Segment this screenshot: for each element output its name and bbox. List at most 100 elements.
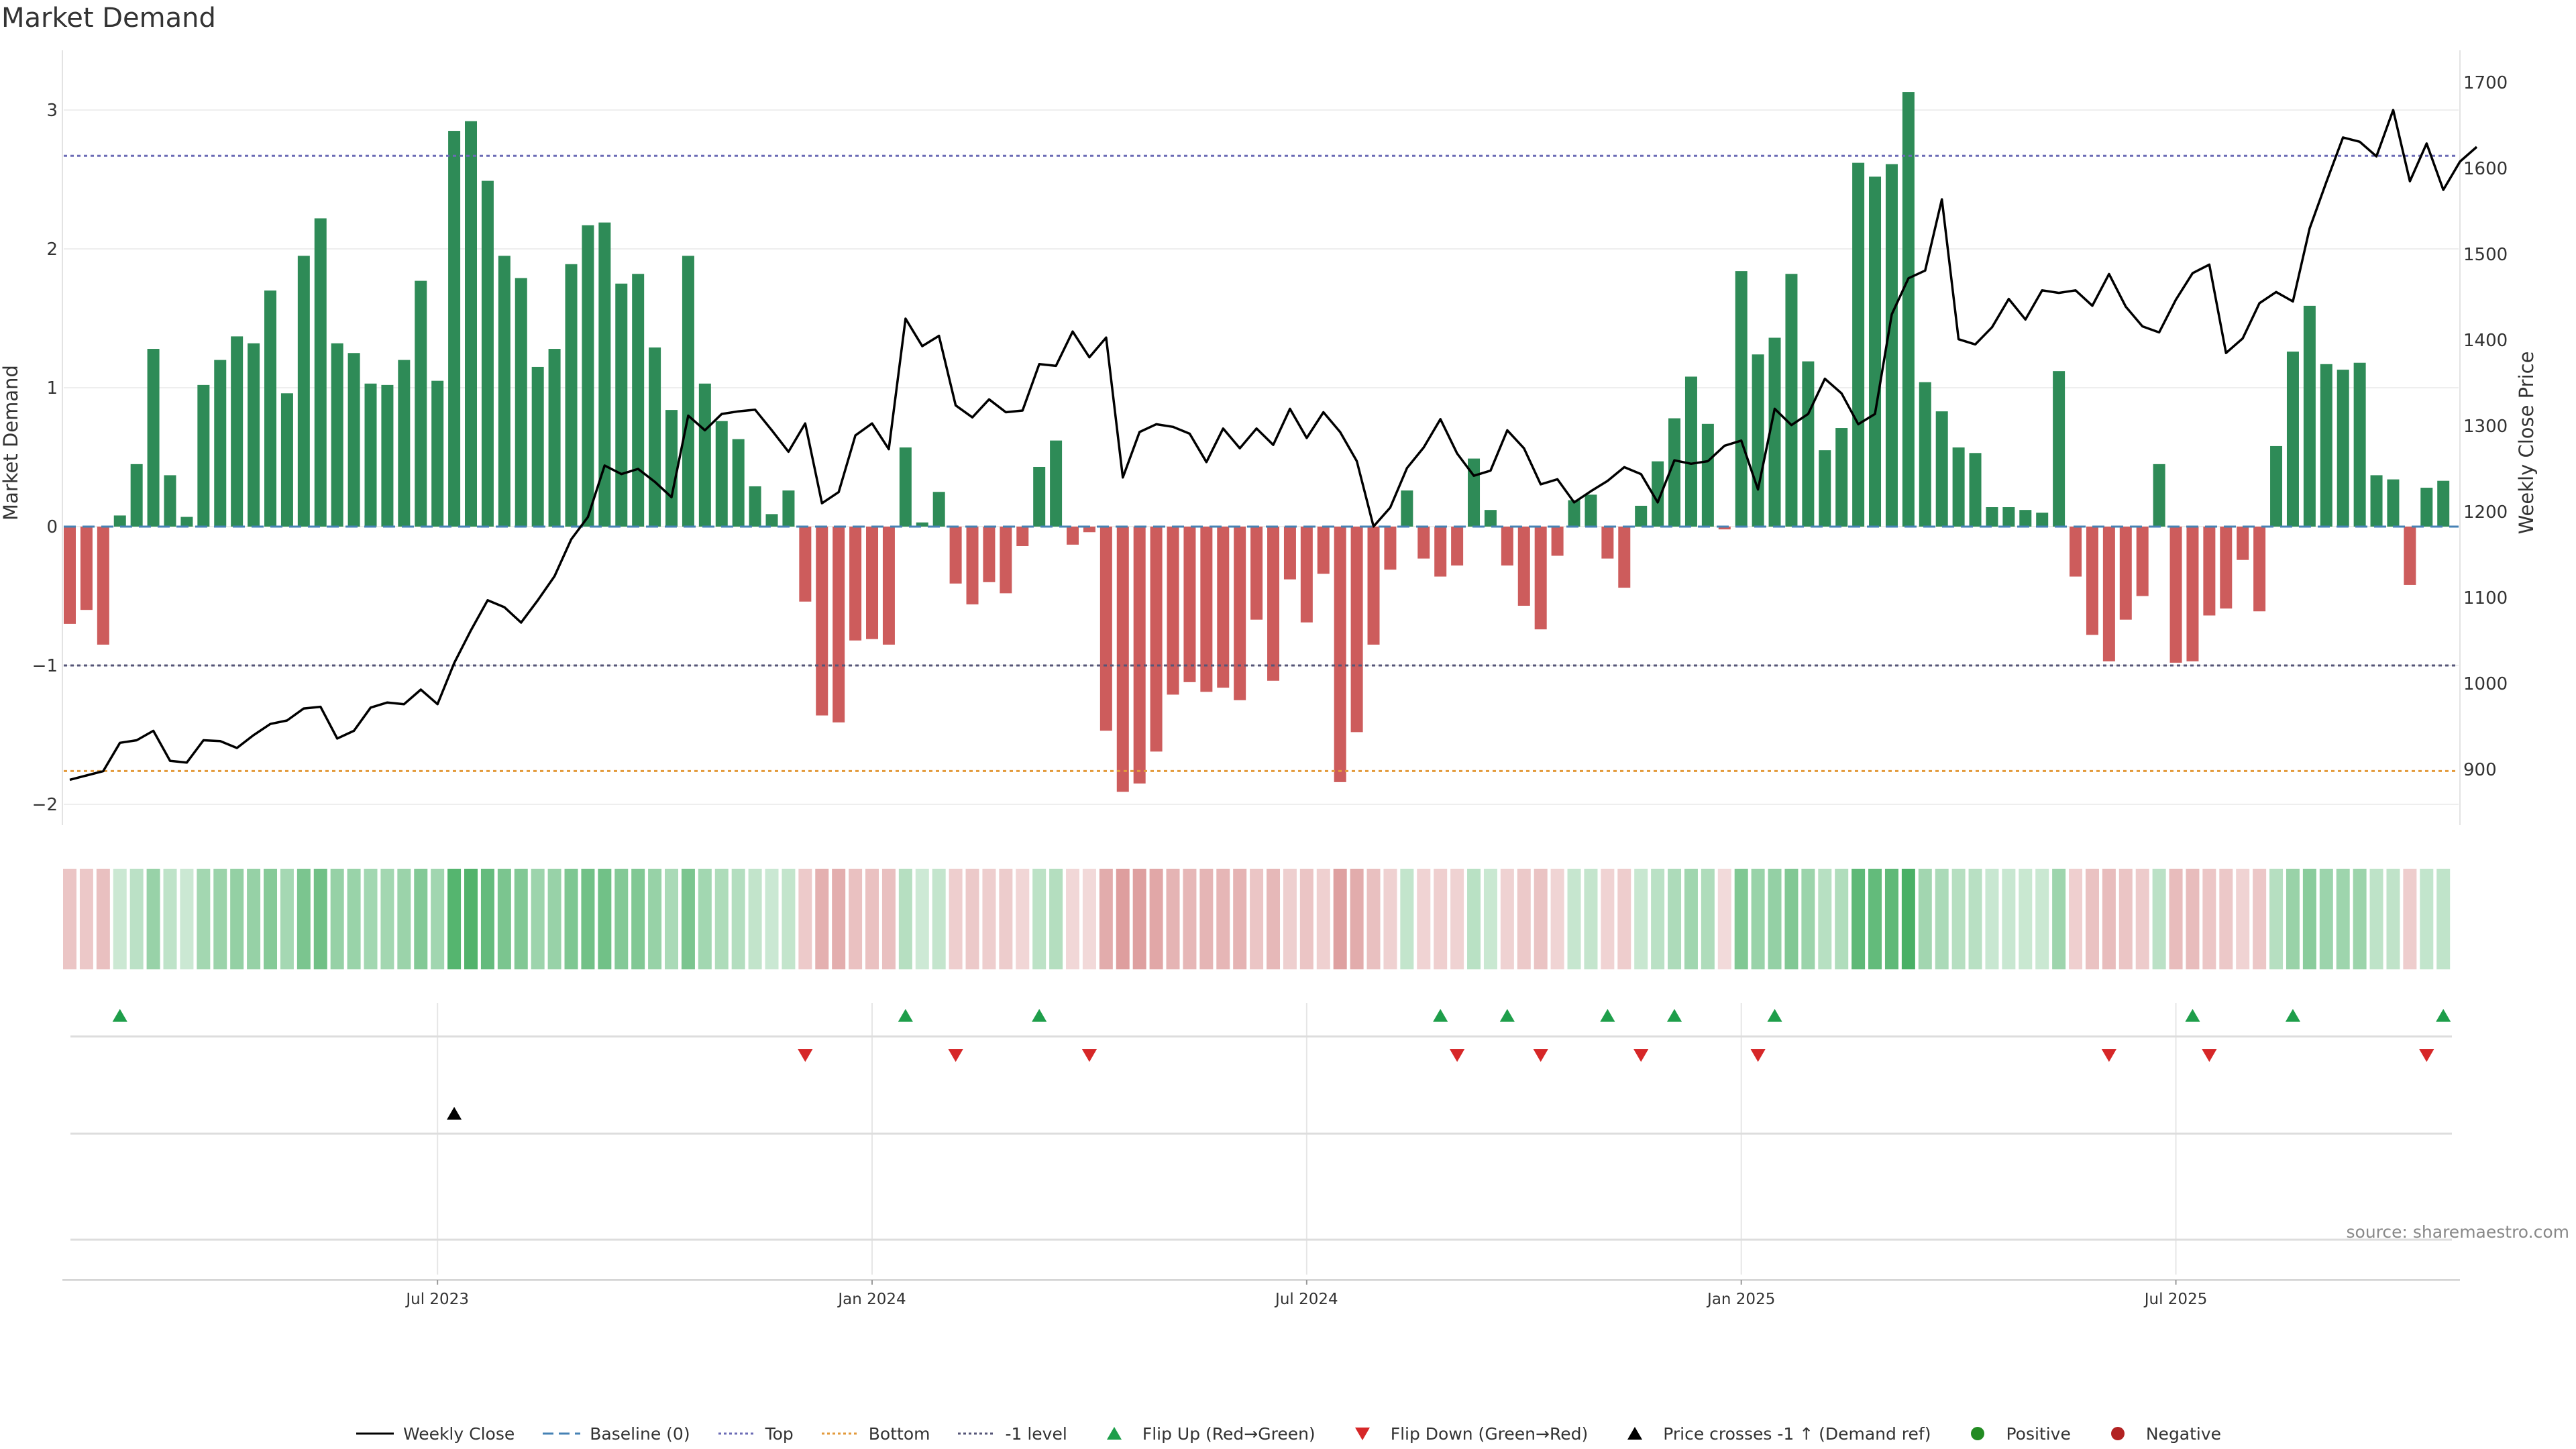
- heat-cell: [1149, 869, 1163, 969]
- heat-cell: [1901, 869, 1915, 969]
- demand-bar: [2002, 507, 2015, 527]
- demand-bar: [2337, 370, 2349, 527]
- legend-label: Flip Down (Green→Red): [1390, 1424, 1589, 1444]
- heat-cell: [464, 869, 478, 969]
- heat-cell: [1968, 869, 1982, 969]
- price-line-group: [69, 109, 2478, 782]
- demand-bar: [916, 522, 928, 527]
- demand-bar: [715, 421, 728, 527]
- heat-cell: [648, 869, 662, 969]
- demand-bar: [1517, 527, 1530, 606]
- heat-cell: [1132, 869, 1146, 969]
- heat-cell: [1400, 869, 1414, 969]
- demand-bar: [1016, 527, 1029, 546]
- demand-bar: [983, 527, 996, 582]
- legend-item-minus-one: -1 level: [957, 1424, 1067, 1444]
- y2-tick-label: 1500: [2463, 245, 2508, 265]
- demand-bar: [1902, 92, 1915, 527]
- demand-bar: [2404, 527, 2416, 585]
- demand-bar: [1217, 527, 1230, 688]
- heat-cell: [798, 869, 812, 969]
- flip-down-marker: [2419, 1049, 2434, 1062]
- heat-cell: [2236, 869, 2250, 969]
- demand-bar: [2420, 488, 2433, 527]
- demand-bar: [1367, 527, 1380, 645]
- legend-label: -1 level: [1005, 1424, 1067, 1444]
- heat-cell: [1868, 869, 1882, 969]
- demand-bar: [1167, 527, 1179, 695]
- demand-bar: [331, 343, 343, 527]
- heat-cell: [213, 869, 227, 969]
- y-tick-label: −1: [32, 656, 58, 676]
- demand-bar: [849, 527, 862, 641]
- heat-cell: [2269, 869, 2284, 969]
- heat-cell: [1434, 869, 1448, 969]
- heat-cell: [1818, 869, 1832, 969]
- demand-bar: [1183, 527, 1196, 682]
- demand-bar: [1283, 527, 1296, 580]
- demand-bar: [515, 278, 527, 527]
- demand-bar: [2053, 371, 2065, 527]
- demand-bar: [1701, 423, 1714, 527]
- heat-cell: [2102, 869, 2116, 969]
- demand-bar: [1451, 527, 1464, 566]
- heat-cell: [965, 869, 979, 969]
- demand-bar: [113, 515, 126, 527]
- heat-cell: [1066, 869, 1080, 969]
- demand-bar: [966, 527, 979, 604]
- heat-cell: [1684, 869, 1698, 969]
- heat-cell: [264, 869, 278, 969]
- demand-bar: [1852, 162, 1865, 527]
- heat-cell: [849, 869, 863, 969]
- heat-cell: [2336, 869, 2350, 969]
- heat-cell: [480, 869, 494, 969]
- demand-bar: [1083, 527, 1095, 533]
- demand-bar: [2153, 464, 2165, 527]
- heat-cell: [2403, 869, 2417, 969]
- demand-bar: [1986, 507, 1998, 527]
- demand-bar: [1935, 411, 1948, 527]
- flip-up-marker: [898, 1009, 913, 1022]
- heat-cell: [113, 869, 127, 969]
- heat-cell: [2436, 869, 2451, 969]
- y2-axis-label: Weekly Close Price: [2515, 352, 2538, 535]
- demand-bar: [1835, 428, 1848, 527]
- legend-label: Price crosses -1 ↑ (Demand ref): [1663, 1424, 1931, 1444]
- heat-cell: [414, 869, 428, 969]
- line-dotted-icon: [718, 1432, 756, 1435]
- heat-cell: [1166, 869, 1180, 969]
- legend-item-weekly-close: Weekly Close: [355, 1424, 515, 1444]
- demand-bar: [1969, 453, 1982, 527]
- demand-bar: [1785, 274, 1798, 527]
- demand-bar: [749, 486, 761, 527]
- heat-cell: [1267, 869, 1281, 969]
- triangle-down-icon: [1354, 1428, 1370, 1440]
- y-axis-label: Market Demand: [0, 365, 22, 521]
- flip-markers-panel: [70, 1009, 2452, 1062]
- demand-bar: [2303, 305, 2316, 527]
- heat-cell: [1032, 869, 1046, 969]
- demand-bar: [816, 527, 828, 716]
- demand-bar: [1885, 164, 1898, 527]
- demand-bar: [1718, 527, 1731, 530]
- heat-cell: [1199, 869, 1214, 969]
- demand-bar: [582, 225, 594, 527]
- heat-cell: [297, 869, 311, 969]
- demand-bar: [1551, 527, 1564, 556]
- demand-bar: [2136, 527, 2149, 596]
- heat-cell: [564, 869, 578, 969]
- heat-cell: [1233, 869, 1247, 969]
- heat-cell: [1250, 869, 1264, 969]
- demand-bar: [1618, 527, 1631, 588]
- heat-cell: [1082, 869, 1096, 969]
- demand-bar: [2437, 480, 2450, 527]
- legend-item-top: Top: [717, 1424, 794, 1444]
- demand-bar: [1334, 527, 1346, 782]
- demand-bar: [314, 218, 327, 527]
- demand-bar: [2019, 510, 2032, 527]
- demand-bar: [1434, 527, 1447, 577]
- demand-bar: [732, 439, 745, 527]
- demand-bar: [381, 384, 394, 527]
- demand-bar: [1200, 527, 1213, 692]
- price-cross-panel: [70, 1107, 2452, 1135]
